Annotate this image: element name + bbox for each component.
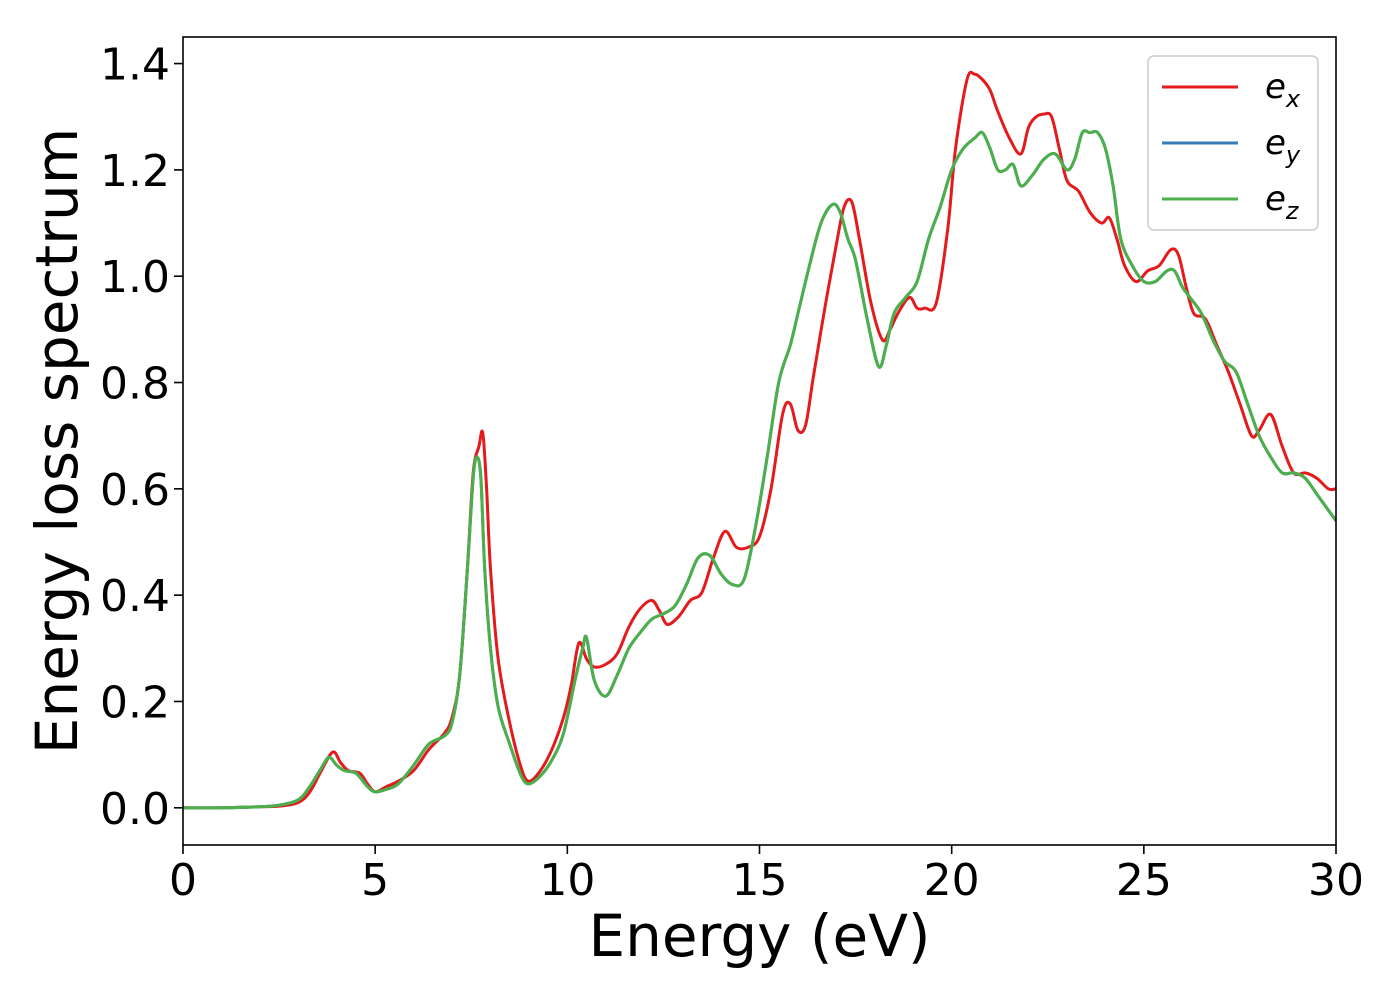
- x-tick-label: 5: [361, 855, 389, 906]
- y-tick-label: 1.4: [100, 40, 170, 91]
- series-line-z: [183, 129, 1336, 810]
- legend-label-z: ez: [1265, 179, 1300, 225]
- legend-label-main: e: [1265, 67, 1286, 107]
- legend-label-sub: x: [1285, 85, 1301, 113]
- y-tick-label: 0.8: [100, 359, 170, 410]
- legend-label-y: ey: [1265, 123, 1301, 169]
- legend-label-main: e: [1265, 179, 1286, 219]
- y-tick-label: 0.4: [100, 571, 170, 622]
- x-tick-label: 30: [1308, 855, 1364, 906]
- legend-label-sub: z: [1285, 197, 1300, 225]
- x-tick-label: 20: [924, 855, 980, 906]
- y-tick-label: 1.0: [100, 252, 170, 303]
- legend-label-main: e: [1265, 123, 1286, 163]
- y-tick-label: 1.2: [100, 146, 170, 197]
- x-axis-title: Energy (eV): [588, 902, 930, 970]
- y-tick-label: 0.0: [100, 784, 170, 835]
- x-tick-label: 15: [732, 855, 788, 906]
- y-tick-label: 0.2: [100, 677, 170, 728]
- series-line-y: [183, 129, 1336, 810]
- series-layer: [183, 70, 1336, 810]
- y-tick-label: 0.6: [100, 465, 170, 516]
- legend-label-sub: y: [1285, 141, 1301, 169]
- legend-label-x: ex: [1265, 67, 1301, 113]
- x-tick-label: 10: [539, 855, 595, 906]
- y-axis: 0.0 0.2 0.4 0.6 0.8 1.0 1.2 1.4: [100, 40, 183, 835]
- x-axis: 0 5 10 15 20 25 30: [169, 845, 1364, 906]
- x-tick-label: 0: [169, 855, 197, 906]
- y-axis-title: Energy loss spectrum: [23, 128, 91, 754]
- x-tick-label: 25: [1116, 855, 1172, 906]
